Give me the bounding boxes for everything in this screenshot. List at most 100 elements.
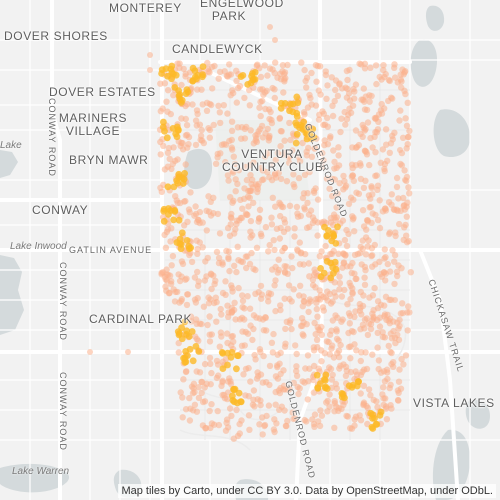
incident-dot — [247, 195, 253, 201]
incident-dot — [165, 87, 171, 93]
incident-dot — [241, 196, 247, 202]
incident-dot — [200, 244, 206, 250]
incident-dot — [328, 345, 334, 351]
incident-dot — [194, 409, 200, 415]
incident-dot — [351, 95, 357, 101]
incident-dot — [343, 364, 349, 370]
incident-dot — [224, 330, 230, 336]
incident-dot — [368, 253, 374, 259]
road-label-conway-road-lower: CONWAY ROAD — [58, 372, 68, 451]
incident-dot — [198, 321, 204, 327]
incident-dot — [183, 161, 189, 167]
incident-dot — [325, 227, 332, 234]
incident-dot — [211, 281, 217, 287]
incident-dot — [197, 209, 203, 215]
incident-dot — [242, 342, 248, 348]
incident-dot — [257, 397, 263, 403]
incident-dot — [304, 321, 310, 327]
incident-dot — [392, 74, 398, 80]
incident-dot — [288, 326, 294, 332]
incident-dot — [319, 413, 325, 419]
incident-dot — [272, 59, 278, 65]
incident-dot — [247, 234, 253, 240]
incident-dot — [260, 134, 266, 140]
incident-dot — [401, 88, 407, 94]
incident-dot — [240, 298, 246, 304]
incident-dot — [324, 385, 331, 392]
incident-dot — [312, 284, 318, 290]
incident-dot — [187, 417, 193, 423]
incident-dot — [371, 134, 377, 140]
label-engelwood-line2: PARK — [200, 10, 258, 23]
incident-dot — [378, 370, 384, 376]
incident-dot — [372, 173, 378, 179]
incident-dot — [201, 304, 207, 310]
incident-dot — [286, 120, 292, 126]
incident-dot — [381, 74, 387, 80]
incident-dot — [341, 395, 348, 402]
label-monterey: MONTEREY — [109, 2, 182, 15]
incident-dot — [229, 288, 235, 294]
incident-dot — [347, 425, 353, 431]
incident-dot — [189, 259, 195, 265]
incident-dot — [381, 255, 387, 261]
incident-dot — [337, 363, 343, 369]
incident-dot — [207, 135, 213, 141]
incident-dot — [258, 283, 264, 289]
incident-dot — [237, 430, 243, 436]
map-attribution[interactable]: Map tiles by Carto, under CC BY 3.0. Dat… — [118, 484, 496, 498]
incident-dot — [344, 77, 350, 83]
incident-dot — [308, 207, 314, 213]
incident-dot — [360, 292, 366, 298]
incident-dot — [398, 208, 404, 214]
incident-dot — [271, 247, 277, 253]
incident-dot — [295, 214, 301, 220]
incident-dot — [312, 185, 318, 191]
incident-dot — [269, 340, 275, 346]
incident-dot — [394, 332, 400, 338]
incident-dot — [227, 233, 233, 239]
label-conway: CONWAY — [32, 204, 88, 217]
incident-dot — [293, 140, 300, 147]
incident-dot — [171, 84, 178, 91]
incident-dot — [207, 127, 213, 133]
incident-dot — [312, 411, 318, 417]
incident-dot — [200, 63, 207, 70]
incident-dot — [230, 90, 236, 96]
incident-dot — [178, 82, 184, 88]
incident-dot — [331, 354, 337, 360]
incident-dot — [167, 66, 174, 73]
incident-dot — [226, 375, 232, 381]
incident-dot — [247, 306, 253, 312]
incident-dot — [163, 245, 169, 251]
incident-dot — [247, 188, 253, 194]
incident-dot — [198, 87, 204, 93]
incident-dot — [340, 173, 346, 179]
incident-dot — [172, 158, 178, 164]
incident-dot — [396, 390, 402, 396]
incident-dot — [270, 195, 276, 201]
water-label-lake-warren: Lake Warren — [12, 466, 69, 477]
incident-dot — [305, 104, 311, 110]
incident-dot — [404, 214, 410, 220]
incident-dot — [249, 337, 255, 343]
incident-dot — [294, 131, 301, 138]
incident-dot — [405, 303, 411, 309]
incident-dot — [362, 61, 368, 67]
incident-dot — [226, 61, 232, 67]
incident-dot — [207, 425, 213, 431]
incident-dot — [296, 175, 302, 181]
incident-dot — [332, 240, 339, 247]
incident-dot — [233, 269, 239, 275]
incident-dot — [204, 227, 210, 233]
incident-dot — [200, 422, 206, 428]
incident-dot — [324, 288, 330, 294]
incident-dot — [227, 405, 233, 411]
incident-dot — [234, 352, 241, 359]
incident-dot — [365, 332, 371, 338]
incident-dot — [383, 126, 389, 132]
incident-dot — [282, 263, 288, 269]
incident-dot — [318, 273, 325, 280]
incident-dot — [318, 248, 324, 254]
